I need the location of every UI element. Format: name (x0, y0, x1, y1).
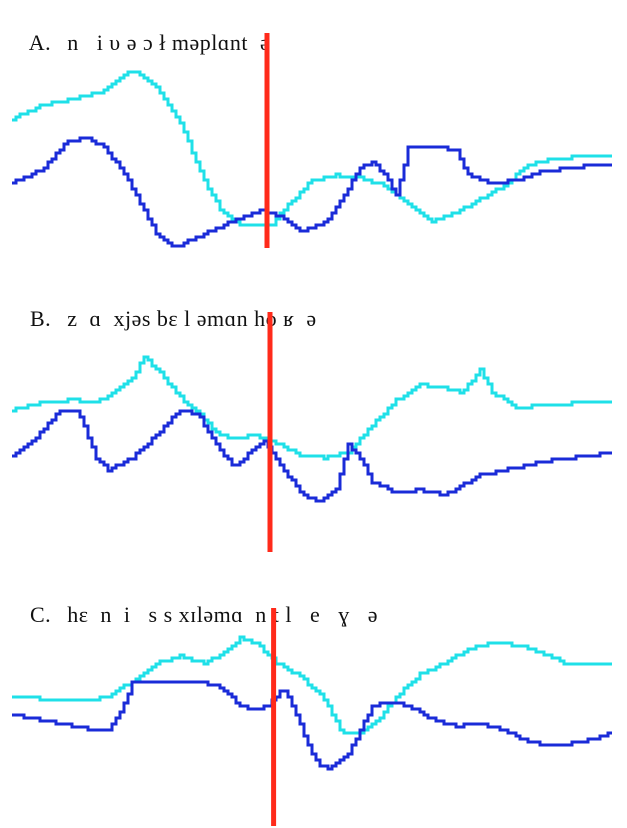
panel-a: A. n i υ ə ɔ ł məplɑnt ə (0, 0, 627, 262)
blue-trace (12, 680, 612, 771)
blue-trace (12, 409, 612, 503)
panel-a-waveform-plot (12, 33, 612, 248)
panel-c: C. hɛ n i s s xɪləmɑ n t l e ɣ ə (0, 568, 627, 828)
panel-b-letter: B. (30, 306, 52, 331)
cyan-trace (12, 635, 612, 735)
panel-a-letter: A. (28, 30, 52, 55)
panel-c-letter: C. (30, 602, 52, 627)
panel-a-transcription: n i υ ə ɔ ł məplɑnt ə (67, 30, 271, 55)
panel-c-waveform-plot (12, 608, 612, 826)
panel-b: B. z ɑ xjəs bɛ l əmɑn ho ʁ ə (0, 270, 627, 552)
blue-trace (12, 136, 612, 248)
panel-c-transcription: hɛ n i s s xɪləmɑ n t l e ɣ ə (67, 602, 379, 627)
panel-b-label: B. z ɑ xjəs bɛ l əmɑn ho ʁ ə (6, 280, 317, 358)
cyan-trace (12, 355, 612, 461)
panel-a-label: A. n i υ ə ɔ ł məplɑnt ə (6, 4, 270, 82)
panel-b-waveform-plot (12, 312, 612, 552)
cyan-trace (12, 70, 612, 227)
panel-b-transcription: z ɑ xjəs bɛ l əmɑn ho ʁ ə (67, 306, 317, 331)
panel-c-label: C. hɛ n i s s xɪləmɑ n t l e ɣ ə (6, 576, 378, 654)
